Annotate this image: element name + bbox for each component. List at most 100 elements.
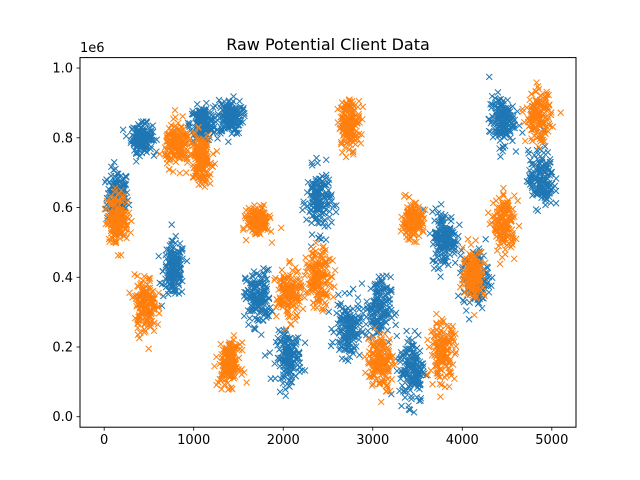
data-point <box>278 266 286 274</box>
data-point <box>446 240 454 248</box>
data-point <box>437 393 444 401</box>
data-point <box>242 288 250 296</box>
data-point <box>271 276 278 284</box>
data-point <box>178 245 185 253</box>
data-point <box>441 383 449 391</box>
data-point <box>496 124 503 131</box>
data-point <box>174 267 182 274</box>
data-point <box>398 402 405 410</box>
data-point <box>510 255 518 263</box>
data-point <box>140 134 148 142</box>
data-point <box>452 343 460 350</box>
data-point <box>336 346 343 354</box>
data-point <box>237 119 244 127</box>
data-point <box>403 327 410 335</box>
data-point <box>358 329 366 337</box>
data-point <box>349 285 357 293</box>
data-point <box>368 304 376 312</box>
data-point <box>282 392 290 400</box>
data-point <box>515 222 523 230</box>
data-point <box>300 200 308 208</box>
data-point <box>538 189 545 197</box>
data-point <box>419 360 427 367</box>
data-point <box>249 273 257 280</box>
data-point <box>363 313 370 321</box>
data-point <box>509 124 516 131</box>
data-point <box>308 161 316 169</box>
data-point <box>385 310 393 318</box>
data-point <box>228 104 236 112</box>
data-point <box>362 320 370 328</box>
data-point <box>310 196 318 203</box>
data-point <box>308 231 316 238</box>
data-point <box>272 338 280 346</box>
data-point <box>132 125 139 133</box>
data-point <box>414 368 422 376</box>
data-point <box>171 106 179 114</box>
data-point <box>455 221 463 229</box>
data-point <box>221 98 228 106</box>
data-point <box>150 327 158 335</box>
data-point <box>512 148 520 155</box>
data-point <box>240 312 248 320</box>
data-point <box>403 346 411 353</box>
data-point <box>299 206 306 214</box>
data-point <box>213 147 221 155</box>
data-point <box>282 327 290 334</box>
data-point <box>497 153 504 160</box>
data-point <box>354 294 362 301</box>
data-point <box>256 309 263 316</box>
data-point <box>340 331 348 339</box>
data-point <box>224 138 232 146</box>
data-point <box>382 382 390 389</box>
data-point <box>342 318 350 326</box>
data-point <box>467 241 475 249</box>
data-point <box>176 169 184 177</box>
data-point <box>393 332 401 340</box>
data-point <box>249 306 257 314</box>
data-point <box>184 119 192 127</box>
data-point <box>326 208 333 215</box>
data-point <box>431 228 439 236</box>
data-point <box>332 202 340 209</box>
data-point <box>362 369 369 377</box>
data-point <box>326 213 333 221</box>
data-point <box>435 218 442 225</box>
data-point <box>437 273 444 280</box>
data-point <box>131 147 138 154</box>
data-point <box>170 275 178 283</box>
data-point <box>341 346 349 354</box>
data-point <box>338 355 346 362</box>
data-point <box>170 262 178 270</box>
data-point <box>211 160 219 168</box>
data-point <box>441 214 448 222</box>
data-point <box>301 339 309 347</box>
data-point <box>248 279 255 287</box>
data-point <box>544 148 552 156</box>
data-point <box>287 372 295 380</box>
data-point <box>475 299 483 307</box>
data-point <box>546 187 554 194</box>
data-point <box>240 104 247 112</box>
data-point <box>271 375 279 382</box>
data-point <box>485 127 493 135</box>
data-point <box>290 365 297 373</box>
data-point <box>318 184 326 192</box>
data-point <box>210 123 218 131</box>
data-point <box>397 348 405 356</box>
data-point <box>315 219 323 227</box>
data-point <box>288 378 296 386</box>
data-point <box>514 197 522 205</box>
series-2 <box>101 79 565 406</box>
data-point <box>281 330 289 338</box>
data-point <box>401 394 409 401</box>
data-point <box>377 305 385 313</box>
data-point <box>170 115 177 123</box>
y-tick-label: 0.8 <box>52 131 73 146</box>
data-point <box>493 112 500 120</box>
data-point <box>407 392 415 400</box>
data-point <box>499 143 507 151</box>
data-point <box>416 385 423 393</box>
data-point <box>396 387 403 395</box>
data-point <box>147 145 154 153</box>
